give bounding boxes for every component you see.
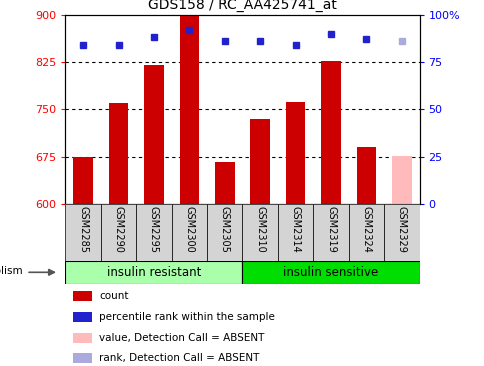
Bar xyxy=(179,16,199,204)
Bar xyxy=(348,204,383,261)
Bar xyxy=(277,204,313,261)
Bar xyxy=(136,204,171,261)
Bar xyxy=(214,162,234,204)
Bar xyxy=(242,204,277,261)
Text: GSM2314: GSM2314 xyxy=(290,206,300,253)
Text: GSM2310: GSM2310 xyxy=(255,206,265,253)
Bar xyxy=(73,312,92,322)
Text: insulin resistant: insulin resistant xyxy=(106,266,201,279)
Bar xyxy=(383,204,419,261)
Bar xyxy=(285,102,305,204)
Bar xyxy=(73,333,92,343)
Text: insulin sensitive: insulin sensitive xyxy=(283,266,378,279)
Text: GSM2295: GSM2295 xyxy=(149,206,159,253)
Text: GSM2324: GSM2324 xyxy=(361,206,371,253)
Bar xyxy=(101,204,136,261)
Bar xyxy=(144,65,164,204)
Text: GSM2300: GSM2300 xyxy=(184,206,194,253)
Text: GSM2285: GSM2285 xyxy=(78,206,88,253)
Text: metabolism: metabolism xyxy=(0,266,23,276)
Text: percentile rank within the sample: percentile rank within the sample xyxy=(99,312,274,322)
Bar xyxy=(65,204,101,261)
Text: GSM2329: GSM2329 xyxy=(396,206,406,253)
Bar xyxy=(73,157,93,204)
Bar xyxy=(242,261,419,284)
Bar xyxy=(73,353,92,363)
Text: GSM2319: GSM2319 xyxy=(325,206,335,253)
Text: value, Detection Call = ABSENT: value, Detection Call = ABSENT xyxy=(99,333,264,343)
Text: GSM2305: GSM2305 xyxy=(219,206,229,253)
Text: count: count xyxy=(99,291,128,302)
Bar xyxy=(108,103,128,204)
Bar xyxy=(250,119,270,204)
Text: GSM2290: GSM2290 xyxy=(113,206,123,253)
Bar xyxy=(313,204,348,261)
Bar xyxy=(65,261,242,284)
Title: GDS158 / RC_AA425741_at: GDS158 / RC_AA425741_at xyxy=(148,0,336,12)
Text: rank, Detection Call = ABSENT: rank, Detection Call = ABSENT xyxy=(99,353,259,363)
Bar xyxy=(320,61,340,204)
Bar xyxy=(171,204,207,261)
Bar xyxy=(207,204,242,261)
Bar xyxy=(73,291,92,301)
Bar xyxy=(391,156,411,204)
Bar xyxy=(356,147,376,204)
